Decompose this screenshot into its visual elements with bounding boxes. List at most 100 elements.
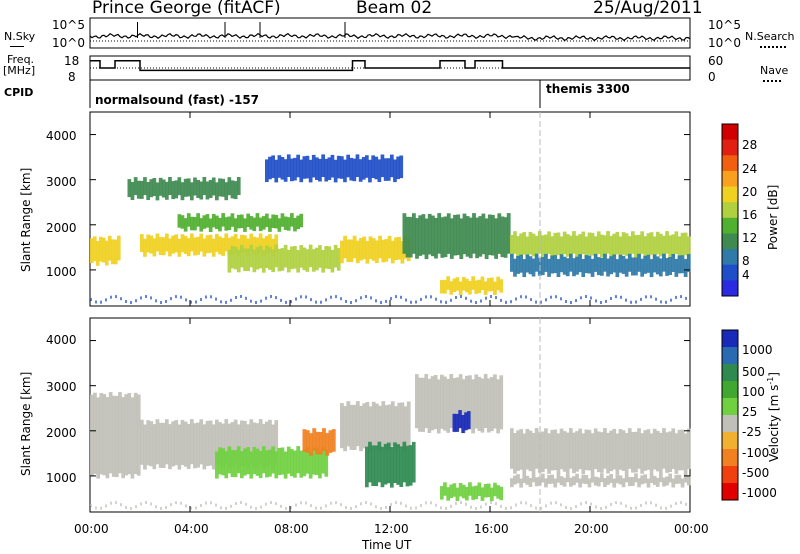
power-cell xyxy=(584,236,589,260)
power-scatter xyxy=(180,295,182,299)
velocity-scatter xyxy=(460,501,462,504)
power-scatter xyxy=(310,298,312,302)
velocity-scatter xyxy=(520,501,522,505)
power-cell xyxy=(349,157,354,181)
velocity-cell xyxy=(168,424,172,470)
power-cell xyxy=(362,236,367,260)
power-cell xyxy=(674,258,679,277)
velocity-cell xyxy=(490,377,494,432)
velocity-cell xyxy=(674,433,679,474)
velocity-scatter xyxy=(630,506,632,510)
power-cell xyxy=(227,237,232,256)
velocity-cell xyxy=(477,376,482,431)
velocity-scatter xyxy=(675,501,677,505)
power-cell xyxy=(593,236,598,259)
velocity-scatter xyxy=(485,502,487,506)
velocity-cell xyxy=(152,424,157,470)
power-scatter xyxy=(305,295,307,299)
power-scatter xyxy=(325,298,327,302)
velocity-scatter xyxy=(270,501,272,504)
velocity-scatter xyxy=(430,501,432,505)
velocity-cell xyxy=(531,473,536,483)
velocity-cell xyxy=(671,478,676,488)
power-scatter xyxy=(110,295,112,299)
power-scatter xyxy=(465,296,467,300)
velocity-cell xyxy=(233,419,238,465)
power-cell xyxy=(584,255,589,274)
xlabel: Time UT xyxy=(362,538,412,552)
power-cell xyxy=(397,237,402,260)
power-cell xyxy=(440,280,444,294)
velocity-cell xyxy=(627,428,632,469)
velocity-scatter xyxy=(375,505,377,509)
velocity-cell xyxy=(603,428,607,469)
power-scatter xyxy=(660,300,662,304)
velocity-cell xyxy=(405,445,410,487)
power-scatter xyxy=(185,298,187,302)
velocity-scatter xyxy=(605,505,607,509)
velocity-cell xyxy=(467,411,471,430)
velocity-cell xyxy=(299,450,304,478)
velocity-cell xyxy=(224,451,229,479)
velocity-cell xyxy=(590,433,595,474)
power-ytick: 1000 xyxy=(46,265,77,279)
power-cell xyxy=(233,246,238,270)
power-cell xyxy=(299,213,304,228)
velocity-ytick: 1000 xyxy=(46,471,77,485)
power-cell xyxy=(249,244,254,268)
velocity-cell xyxy=(371,401,376,447)
velocity-cell xyxy=(496,379,500,434)
velocity-cell xyxy=(615,433,620,475)
velocity-cell xyxy=(143,424,147,470)
power-cell xyxy=(415,218,419,259)
velocity-cell xyxy=(649,433,654,475)
velocity-cbar-tick: -100 xyxy=(742,446,770,460)
power-cell xyxy=(202,238,207,257)
power-colorbar-swatch xyxy=(722,233,738,250)
power-scatter xyxy=(625,298,627,302)
power-cell xyxy=(227,216,232,230)
velocity-cell xyxy=(584,475,589,484)
power-cell xyxy=(324,158,329,182)
velocity-cell xyxy=(522,433,527,475)
power-scatter xyxy=(300,295,302,299)
velocity-scatter xyxy=(495,502,497,506)
velocity-cell xyxy=(575,473,579,483)
velocity-cell xyxy=(305,446,310,474)
velocity-cell xyxy=(252,422,257,468)
power-cell xyxy=(261,216,266,230)
power-cell xyxy=(327,157,332,180)
velocity-cell xyxy=(572,476,576,486)
power-cell xyxy=(130,182,135,200)
nave-tick-low: 0 xyxy=(708,70,716,84)
velocity-cell xyxy=(659,473,663,483)
velocity-cell xyxy=(215,419,219,465)
date-label: 25/Aug/2011 xyxy=(593,0,703,18)
power-cell xyxy=(412,213,416,254)
power-cell xyxy=(581,259,586,277)
velocity-scatter xyxy=(230,504,232,508)
velocity-cell xyxy=(477,482,482,496)
power-cell xyxy=(236,177,241,195)
velocity-cell xyxy=(105,397,110,479)
velocity-cell xyxy=(458,483,463,497)
velocity-cell xyxy=(321,446,325,474)
power-cell xyxy=(525,254,530,273)
velocity-cell xyxy=(474,485,479,500)
velocity-cell xyxy=(227,423,232,469)
velocity-cell xyxy=(455,377,460,432)
power-cell xyxy=(368,236,373,259)
power-cell xyxy=(522,232,527,255)
velocity-cell xyxy=(418,377,422,432)
power-scatter xyxy=(590,296,592,300)
power-cell xyxy=(205,235,210,254)
power-cell xyxy=(358,159,363,182)
velocity-scatter xyxy=(680,501,682,505)
power-cell xyxy=(155,182,160,201)
velocity-cell xyxy=(513,475,517,485)
power-cbar-tick: 4 xyxy=(742,268,750,282)
power-cell xyxy=(683,232,688,256)
power-cell xyxy=(565,234,570,257)
power-scatter xyxy=(340,297,342,301)
power-cell xyxy=(593,253,598,272)
